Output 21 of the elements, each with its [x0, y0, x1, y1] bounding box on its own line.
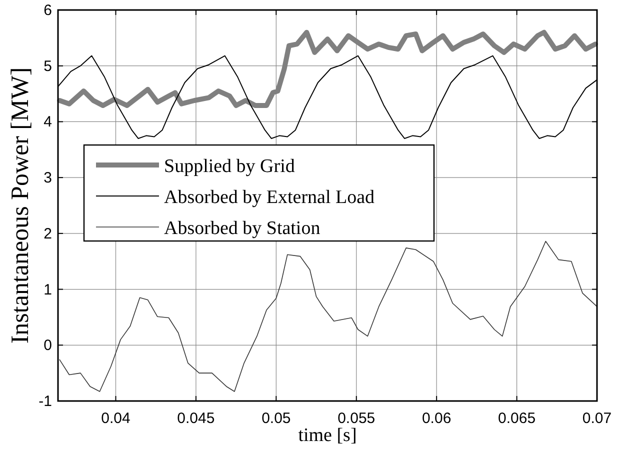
- x-tick-label: 0.07: [582, 410, 612, 427]
- x-tick-label: 0.065: [498, 410, 536, 427]
- y-tick-label: 4: [44, 114, 52, 131]
- legend-label: Absorbed by Station: [164, 218, 321, 239]
- legend-label: Supplied by Grid: [164, 156, 296, 177]
- y-axis-title: Instantaneous Power [MW]: [7, 67, 34, 344]
- legend-label: Absorbed by External Load: [164, 187, 376, 208]
- y-tick-label: 2: [44, 225, 52, 242]
- x-tick-label: 0.055: [338, 410, 376, 427]
- y-tick-label: 0: [44, 337, 52, 354]
- x-tick-label: 0.05: [262, 410, 291, 427]
- y-tick-label: 1: [44, 281, 52, 298]
- x-tick-label: 0.045: [177, 410, 215, 427]
- y-tick-label: 6: [44, 2, 52, 19]
- x-tick-label: 0.04: [101, 410, 130, 427]
- x-axis-title: time [s]: [298, 425, 357, 446]
- x-tick-label: 0.06: [422, 410, 452, 427]
- y-tick-label: 5: [44, 58, 52, 75]
- y-tick-label: -1: [38, 393, 52, 410]
- y-tick-label: 3: [44, 170, 52, 187]
- line-series: [59, 240, 598, 392]
